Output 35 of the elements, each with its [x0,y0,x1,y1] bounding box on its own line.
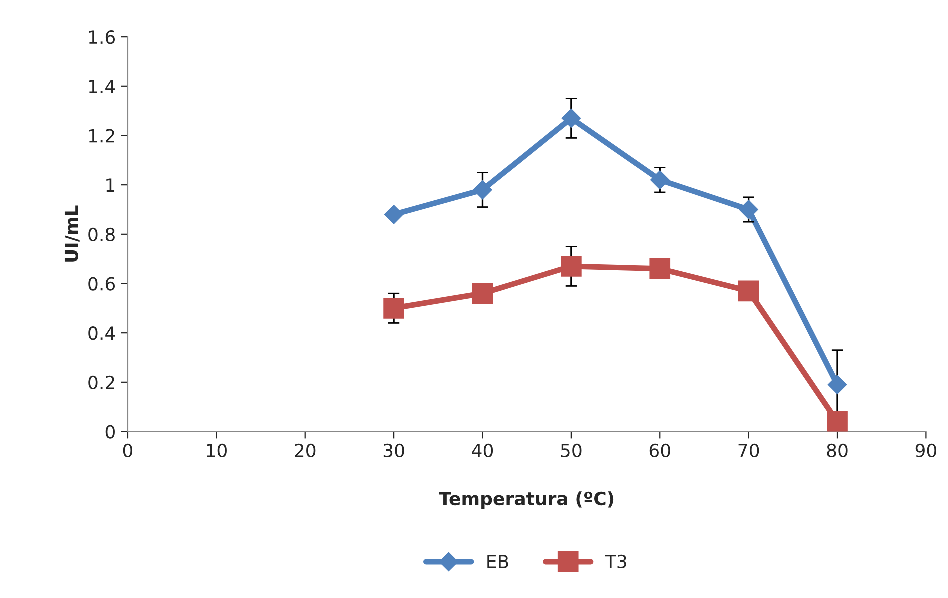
legend-label: EB [488,555,508,568]
y-tick-label: 1.4 [89,80,116,94]
x-tick-label: 80 [827,444,848,458]
y-tick-label: 1.2 [89,129,114,143]
y-tick-label: 0.4 [88,326,116,340]
x-tick-label: 10 [207,444,227,458]
x-tick-label: 50 [561,444,582,458]
point [473,180,492,200]
y-axis-title: UI/mL [64,206,80,262]
x-tick-label: 0 [123,444,133,458]
point [561,256,582,277]
x-tick-label: 30 [384,444,404,458]
point [650,258,671,280]
point [738,280,760,302]
y-tick-label: 1.6 [89,30,116,44]
point [384,205,404,224]
y-tick-label: 0.2 [88,376,114,390]
x-axis-title: Temperatura (ºC) [439,492,614,510]
legend-label: T3 [605,554,626,569]
y-tick-label: 0.8 [88,228,115,242]
x-tick-label: 90 [916,444,936,458]
point [562,108,581,128]
point [828,375,848,394]
x-tick-label: 70 [738,444,760,458]
point [739,200,758,220]
point [384,298,404,319]
point [650,170,670,190]
x-tick-label: 20 [295,444,316,458]
point [827,411,848,432]
y-tick-label: 1 [106,178,115,192]
x-tick-label: 40 [472,444,494,458]
point [472,283,494,304]
y-tick-label: 0 [106,425,115,439]
x-tick-label: 60 [650,444,670,458]
y-tick-label: 0.6 [88,277,116,291]
